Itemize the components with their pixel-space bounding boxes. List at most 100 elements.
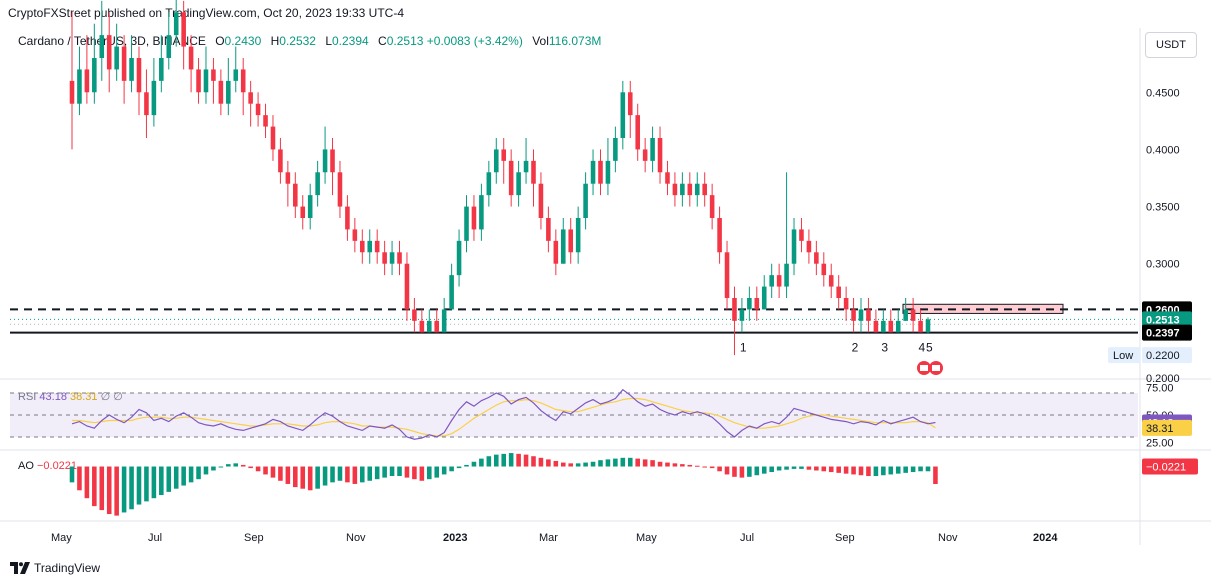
ao-bar	[866, 466, 871, 477]
ao-bar	[121, 466, 127, 513]
ao-bar	[769, 466, 774, 473]
ao-bar	[486, 456, 492, 467]
rsi-value: 43.18	[39, 391, 67, 403]
candle-body	[255, 103, 261, 116]
candle-body	[121, 46, 127, 81]
ao-bar	[471, 461, 477, 467]
ao-bar	[69, 466, 75, 483]
high-value: 0.2532	[279, 34, 316, 48]
ao-bar	[285, 466, 291, 484]
ao-bar	[188, 466, 194, 483]
ao-bar	[307, 466, 313, 491]
candle-body	[903, 309, 908, 321]
candle-body	[211, 69, 216, 81]
ao-bar	[211, 466, 216, 471]
ao-bar	[665, 462, 670, 467]
currency-button[interactable]: USDT	[1145, 32, 1197, 58]
candle-body	[791, 229, 797, 264]
ao-bar	[791, 466, 797, 469]
ao-bar	[784, 466, 789, 470]
candle-body	[546, 218, 551, 241]
ao-bar	[739, 466, 745, 478]
wave-label: 5	[926, 341, 933, 355]
candle-body	[285, 172, 291, 184]
ao-bar	[389, 466, 395, 477]
ao-bar	[322, 466, 328, 486]
candle-body	[531, 160, 536, 184]
time-tick-label: 2023	[443, 532, 467, 544]
ao-bar	[836, 466, 841, 473]
ao-bar	[761, 466, 767, 474]
candle-body	[866, 309, 871, 321]
candle-body	[575, 218, 581, 253]
candle-body	[345, 206, 350, 230]
ao-bar	[523, 454, 529, 467]
price-tick-label: 0.3000	[1146, 259, 1180, 271]
time-tick-label: Sep	[244, 532, 264, 544]
candle-body	[888, 320, 894, 333]
ao-bar	[240, 464, 246, 467]
candle-body	[724, 252, 730, 298]
ao-bar	[196, 466, 201, 480]
ao-bar	[925, 466, 931, 472]
candle-body	[382, 252, 387, 264]
ao-bar	[181, 466, 186, 486]
ao-bar	[754, 466, 760, 476]
ao-bar	[315, 466, 320, 489]
close-value: 0.2513	[386, 34, 424, 48]
candle-body	[910, 309, 916, 321]
candle-body	[895, 320, 901, 333]
ao-bar	[590, 461, 596, 467]
candle-body	[196, 69, 201, 93]
ao-bar	[888, 466, 894, 475]
ao-bar	[851, 466, 856, 475]
ao-bar	[516, 453, 521, 467]
candle-body	[151, 80, 157, 116]
ao-bar	[419, 466, 425, 481]
candle-body	[538, 183, 544, 218]
ao-bar	[136, 466, 142, 505]
ohlc-legend: Cardano / TetherUS, 3D, BINANCE O0.2430 …	[18, 34, 601, 48]
candle-body	[754, 298, 760, 310]
ao-bar	[843, 466, 849, 474]
time-tick-label: Mar	[539, 532, 558, 544]
candle-body	[918, 320, 923, 333]
ao-bar	[903, 466, 908, 473]
candle-body	[590, 160, 596, 184]
candle-body	[69, 80, 75, 104]
ao-bar	[144, 466, 149, 502]
ao-bar	[501, 453, 507, 467]
ao-bar	[248, 466, 253, 469]
rsi-ma-tag-bg	[1142, 419, 1192, 436]
ao-bar	[613, 458, 618, 467]
ao-bar	[680, 464, 685, 467]
ao-bar	[352, 466, 358, 484]
rsi-empty-values: ∅ ∅	[100, 391, 123, 403]
candle-body	[486, 172, 492, 196]
ao-bar	[456, 466, 462, 469]
symbol-label: Cardano / TetherUS, 3D, BINANCE	[18, 34, 206, 48]
candle-body	[464, 206, 469, 241]
ao-bar	[426, 466, 432, 480]
ao-bar	[724, 466, 730, 475]
ao-bar	[642, 459, 648, 467]
candle-body	[508, 160, 514, 196]
ao-legend: AO −0.0221	[18, 460, 77, 472]
support-tag-bg	[1142, 324, 1192, 341]
wave-label: 2	[852, 341, 859, 355]
candle-body	[523, 160, 529, 173]
last-price-tag: 0.2513	[1146, 314, 1180, 326]
ao-bar	[553, 460, 559, 467]
ao-bar	[151, 466, 157, 499]
ao-bar	[657, 461, 663, 467]
support-tag: 0.2397	[1146, 328, 1180, 340]
candle-body	[441, 309, 447, 333]
ao-bar	[270, 466, 276, 478]
ao-bar	[300, 466, 306, 489]
candle-body	[732, 298, 737, 321]
candle-body	[360, 240, 365, 253]
low-value: 0.2394	[332, 34, 369, 48]
candle-body	[166, 35, 172, 58]
last-price-tag-bg	[1142, 311, 1192, 328]
